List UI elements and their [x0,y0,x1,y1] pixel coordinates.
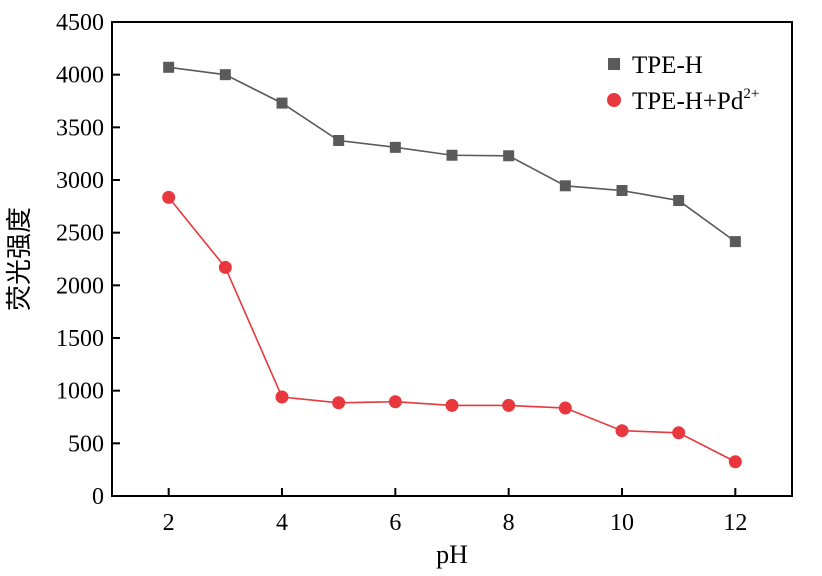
y-tick-label: 0 [92,484,104,510]
legend-label: TPE-H+Pd2+ [632,86,759,115]
x-tick-label: 6 [389,510,401,536]
data-point [445,398,459,412]
data-point [559,180,571,192]
plot-frame [111,21,793,497]
legend-label-superscript: 2+ [743,86,759,102]
data-point [728,455,742,469]
x-axis-title: pH [436,540,468,569]
legend-label-main: TPE-H [632,52,703,79]
series-line [168,196,736,463]
x-tick-label: 8 [503,510,515,536]
x-tick-label: 10 [610,510,634,536]
legend-label-main: TPE-H+Pd [632,88,744,115]
y-tick-label: 2000 [56,273,104,299]
data-point [333,135,345,146]
legend-item: TPE-H [608,52,703,79]
y-tick-label: 4000 [56,63,104,89]
y-tick-label: 500 [68,431,104,457]
legend-marker-circle [607,93,621,107]
y-tick-label: 3000 [56,168,104,194]
y-tick-label: 1000 [56,379,104,405]
data-point [275,390,289,404]
data-point [388,395,402,409]
x-tick-label: 4 [276,510,288,536]
x-tick-label: 12 [723,510,747,536]
series-layer [162,61,742,469]
y-tick-label: 4500 [56,10,104,36]
data-point [502,398,516,412]
data-point [672,426,686,440]
y-axis-title: 荧光强度 [5,207,34,311]
x-tick-label: 2 [163,510,175,536]
data-point [163,61,175,73]
data-point [276,97,288,109]
legend: TPE-H TPE-H+Pd2+ [607,52,759,115]
y-tick-label: 3500 [56,115,104,141]
data-point [558,401,572,415]
data-point [162,190,176,204]
data-point [503,150,515,162]
series-tpe-h-pd [162,190,742,469]
data-point [389,141,401,153]
axes: 0 500 1000 1500 2000 2500 3000 3500 4000 4500 2 4 6 8… [56,10,747,536]
data-point [446,149,458,161]
data-point [219,69,231,81]
series-tpe-h [163,61,741,248]
legend-marker-square [608,58,620,70]
data-point [673,195,685,207]
data-point [218,260,232,274]
y-tick-label: 2500 [56,221,104,247]
data-point [332,396,346,410]
y-tick-label: 1500 [56,326,104,352]
legend-label: TPE-H [632,52,703,79]
legend-item: TPE-H+Pd2+ [607,86,759,115]
data-point [615,424,629,438]
data-point [729,236,741,248]
data-point [616,185,628,197]
